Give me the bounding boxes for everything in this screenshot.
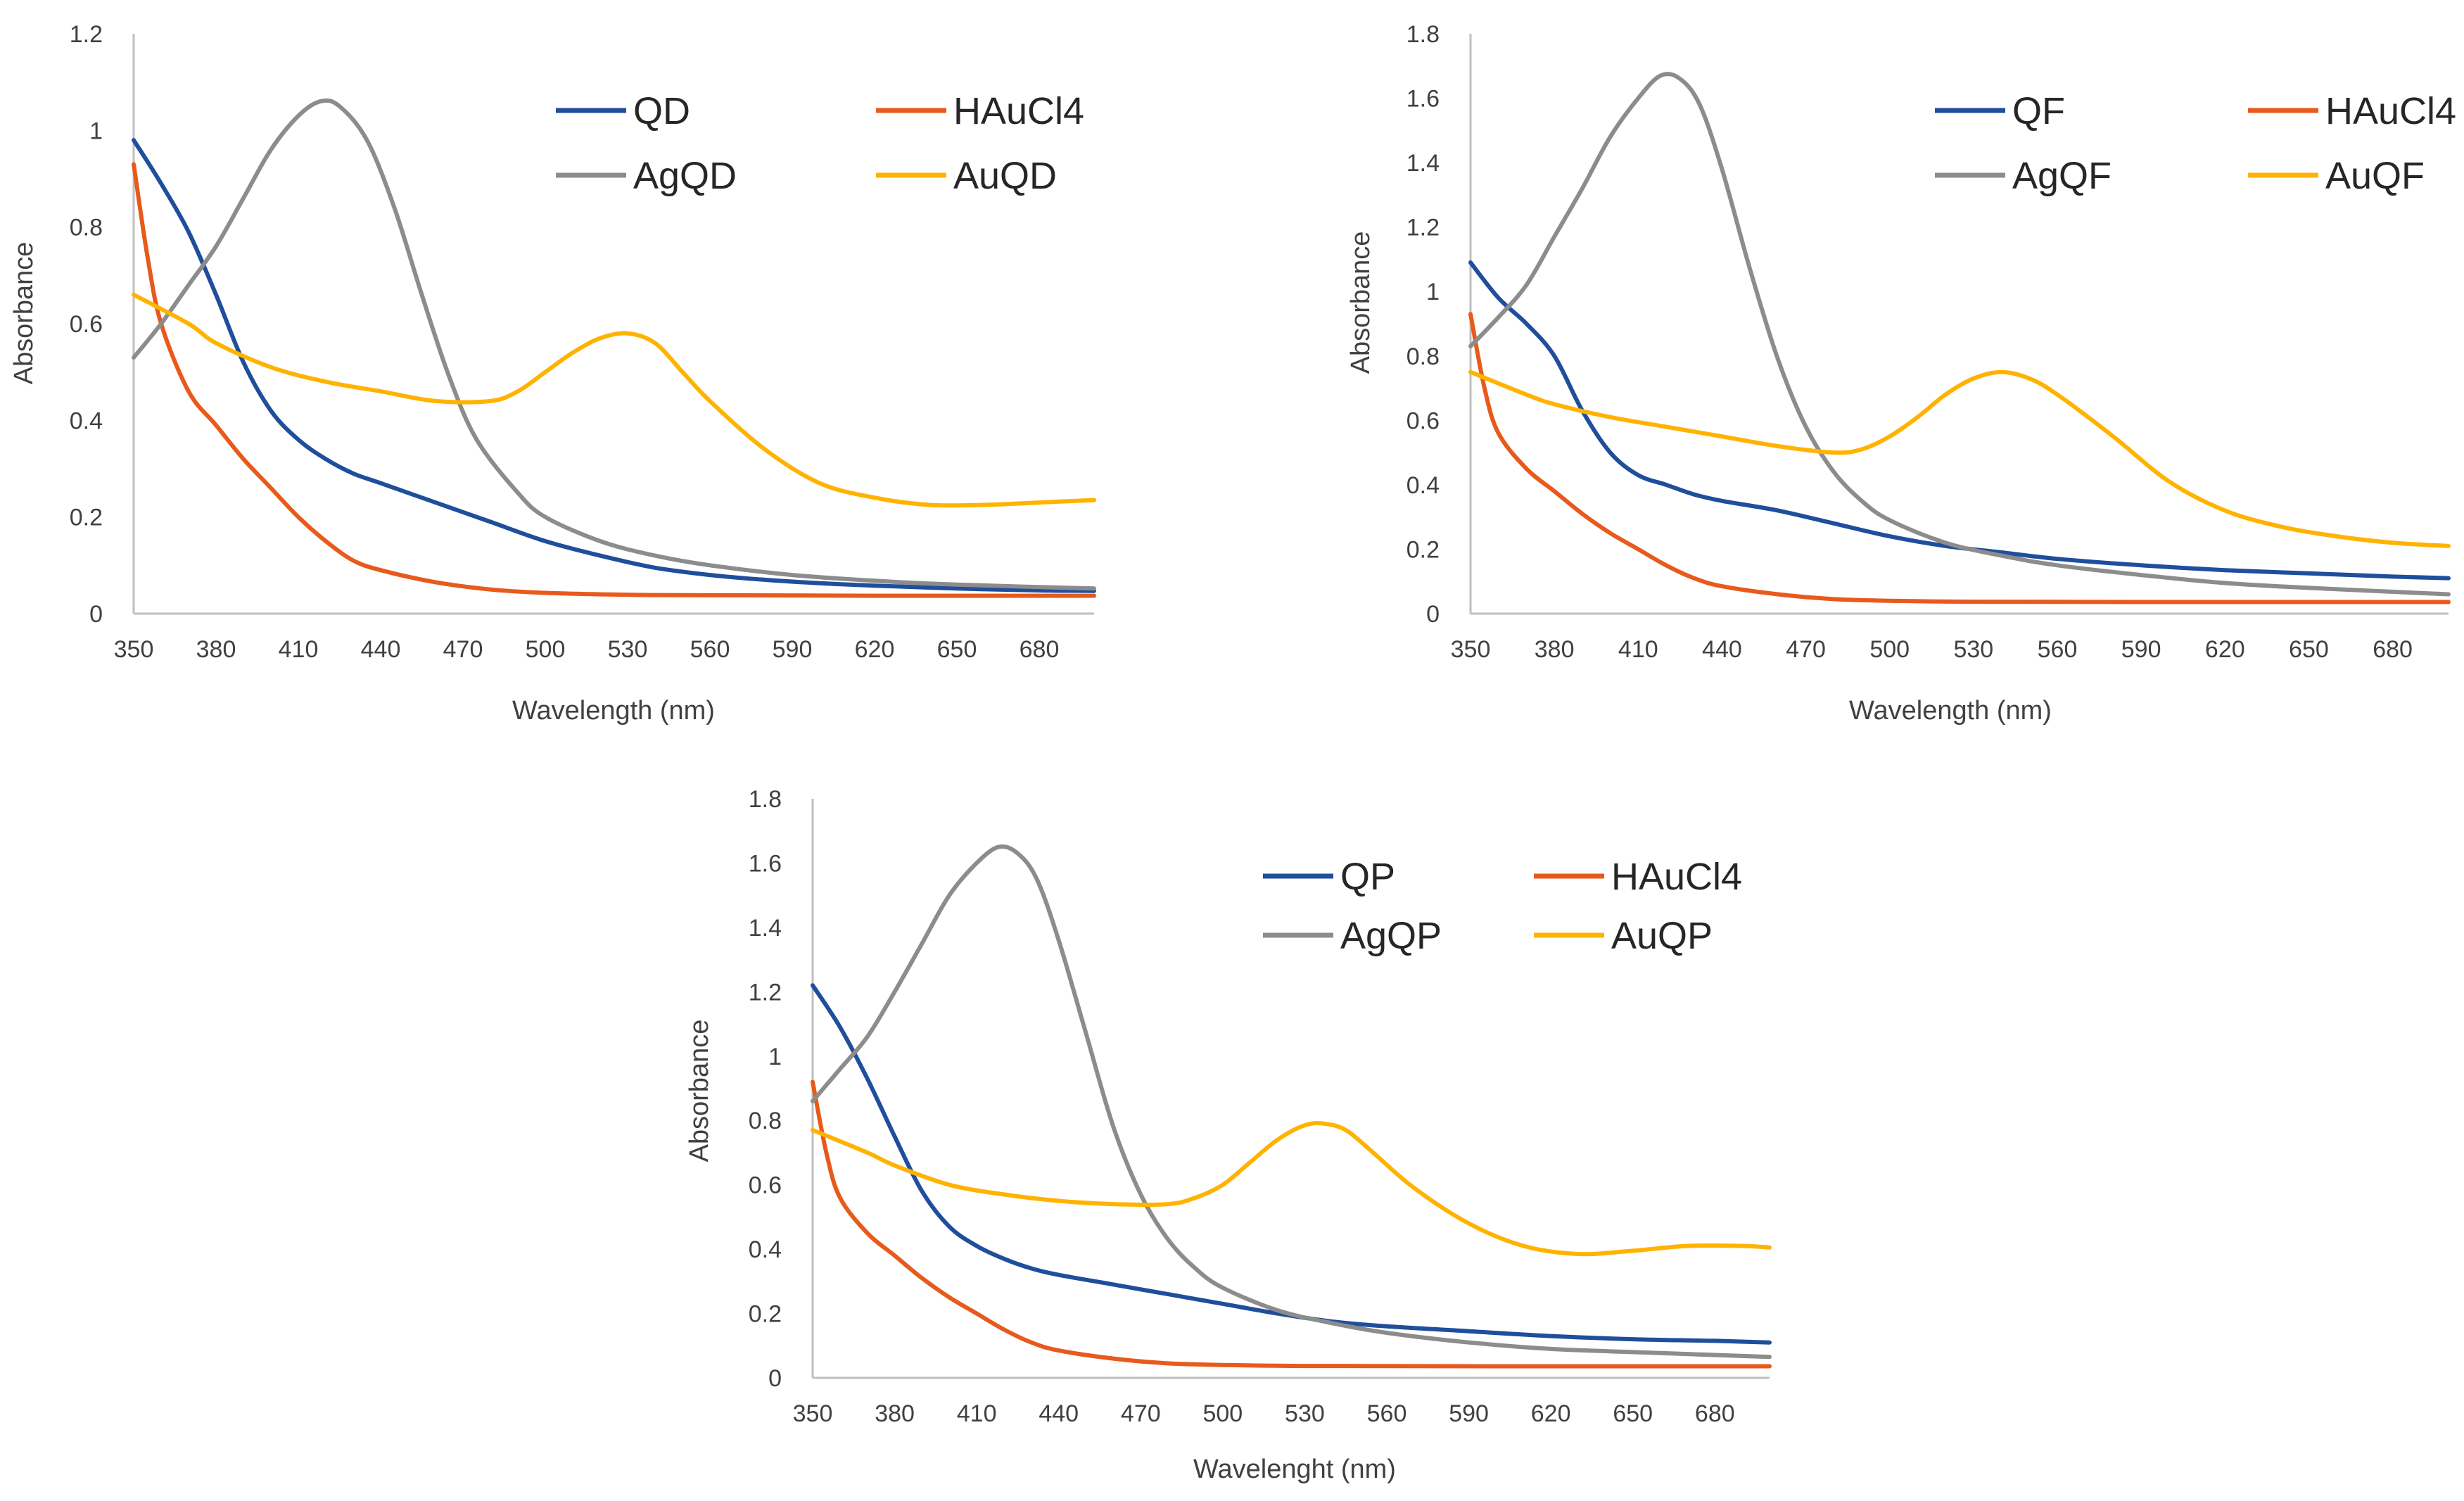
legend-label-auqp: AuQP	[1611, 915, 1713, 957]
x-tick-label: 350	[114, 636, 154, 663]
y-tick-label: 0.2	[70, 505, 103, 531]
x-tick-label: 500	[526, 636, 566, 663]
series-line-qf	[1468, 260, 2451, 581]
x-tick-label: 680	[1020, 636, 1060, 663]
x-tick-label: 620	[1531, 1400, 1571, 1427]
y-tick-label: 0.6	[70, 311, 103, 338]
x-tick-label: 470	[1121, 1400, 1161, 1427]
y-tick-label: 0.2	[1406, 536, 1440, 563]
x-tick-label: 680	[1695, 1400, 1735, 1427]
y-tick-label: 1.4	[749, 915, 782, 942]
y-tick-label: 1.8	[1406, 21, 1440, 48]
y-tick-label: 0.4	[749, 1236, 782, 1263]
legend-label-haucl4: HAuCl4	[2325, 90, 2456, 132]
x-tick-label: 470	[1786, 636, 1826, 663]
chart-qd: 350 380 410 440 470 500 530 560 590 620 650 680 0 0.2…	[0, 0, 1140, 739]
series-line-agqp	[811, 844, 1772, 1360]
x-tick-label: 620	[855, 636, 895, 663]
y-tick-label: 0.4	[70, 407, 103, 434]
chart-qf-svg: 350 380 410 440 470 500 530 560 590 620 650 680 0 0.2…	[1346, 21, 2456, 726]
chart-qp-svg: 350 380 410 440 470 500 530 560 590 620 650 680 0 0.2…	[685, 786, 1772, 1484]
series-line-qp	[811, 983, 1772, 1345]
x-tick-label: 440	[361, 636, 401, 663]
legend-label-auqf: AuQF	[2325, 155, 2425, 197]
series-line-haucl4	[811, 1079, 1772, 1369]
y-tick-label: 1.8	[749, 786, 782, 813]
legend-label-qf: QF	[2012, 90, 2065, 132]
x-tick-label: 530	[1285, 1400, 1325, 1427]
y-tick-label: 0	[768, 1365, 782, 1392]
y-axis-title: Absorbance	[1346, 232, 1376, 374]
x-axis-title: Wavelength (nm)	[512, 696, 715, 726]
y-tick-label: 0.6	[1406, 407, 1440, 434]
x-tick-label: 530	[1953, 636, 1993, 663]
y-tick-label: 1.2	[1406, 215, 1440, 241]
y-tick-label: 1.2	[70, 21, 103, 48]
x-tick-label: 680	[2373, 636, 2413, 663]
x-tick-label: 590	[773, 636, 813, 663]
x-tick-label: 410	[957, 1400, 997, 1427]
y-tick-label: 0.8	[70, 215, 103, 241]
legend-label-haucl4: HAuCl4	[1611, 856, 1742, 898]
x-tick-label: 380	[196, 636, 236, 663]
series-line-qd	[132, 138, 1096, 593]
x-tick-label: 440	[1039, 1400, 1079, 1427]
y-tick-label: 1.6	[749, 850, 782, 877]
y-tick-label: 1.4	[1406, 150, 1440, 177]
y-tick-label: 1	[768, 1044, 782, 1070]
y-tick-label: 0	[1426, 601, 1440, 628]
x-tick-label: 590	[1449, 1400, 1489, 1427]
x-tick-label: 470	[443, 636, 483, 663]
x-tick-label: 350	[793, 1400, 833, 1427]
x-tick-label: 650	[1613, 1400, 1653, 1427]
x-tick-label: 350	[1451, 636, 1491, 663]
series-line-agqf	[1468, 72, 2451, 597]
legend-label-qp: QP	[1340, 856, 1395, 898]
y-tick-label: 1.6	[1406, 86, 1440, 113]
y-tick-label: 1.2	[749, 979, 782, 1006]
series-line-haucl4	[132, 162, 1096, 598]
x-tick-label: 650	[937, 636, 977, 663]
legend-label-agqd: AgQD	[633, 155, 737, 197]
y-tick-label: 0.8	[1406, 343, 1440, 370]
y-tick-label: 1	[1426, 279, 1440, 305]
series-line-haucl4	[1468, 312, 2451, 604]
x-tick-label: 650	[2289, 636, 2329, 663]
y-tick-label: 1	[89, 118, 103, 144]
legend-label-haucl4: HAuCl4	[953, 90, 1084, 132]
chart-qd-svg: 350 380 410 440 470 500 530 560 590 620 650 680 0 0.2…	[9, 21, 1096, 726]
y-axis-title: Absorbance	[685, 1020, 714, 1163]
series-line-auqd	[132, 292, 1096, 508]
y-axis-title: Absorbance	[9, 242, 39, 385]
legend-label-agqp: AgQP	[1340, 915, 1442, 957]
x-tick-label: 410	[279, 636, 319, 663]
y-tick-label: 0	[89, 601, 103, 628]
x-tick-label: 440	[1702, 636, 1742, 663]
legend-label-auqd: AuQD	[953, 155, 1057, 197]
x-tick-label: 560	[1367, 1400, 1407, 1427]
chart-qf: 350 380 410 440 470 500 530 560 590 620 650 680 0 0.2…	[1337, 0, 2464, 739]
x-tick-label: 560	[690, 636, 730, 663]
series-line-auqp	[811, 1121, 1772, 1257]
y-tick-label: 0.6	[749, 1172, 782, 1199]
x-axis-title: Wavelenght (nm)	[1193, 1455, 1396, 1484]
chart-qp: 350 380 410 440 470 500 530 560 590 620 650 680 0 0.2…	[675, 753, 1829, 1497]
y-tick-label: 0.8	[749, 1108, 782, 1134]
x-tick-label: 500	[1202, 1400, 1243, 1427]
series-line-auqf	[1468, 369, 2451, 548]
x-axis-title: Wavelength (nm)	[1849, 696, 2052, 726]
x-tick-label: 380	[875, 1400, 915, 1427]
legend-label-agqf: AgQF	[2012, 155, 2111, 197]
x-tick-label: 530	[608, 636, 648, 663]
x-tick-label: 620	[2205, 636, 2245, 663]
x-tick-label: 590	[2121, 636, 2161, 663]
series-line-agqd	[132, 98, 1096, 591]
x-tick-label: 410	[1618, 636, 1658, 663]
x-tick-label: 380	[1535, 636, 1575, 663]
y-tick-label: 0.2	[749, 1301, 782, 1328]
y-tick-label: 0.4	[1406, 472, 1440, 499]
x-tick-label: 500	[1869, 636, 1910, 663]
legend-label-qd: QD	[633, 90, 690, 132]
x-tick-label: 560	[2038, 636, 2078, 663]
